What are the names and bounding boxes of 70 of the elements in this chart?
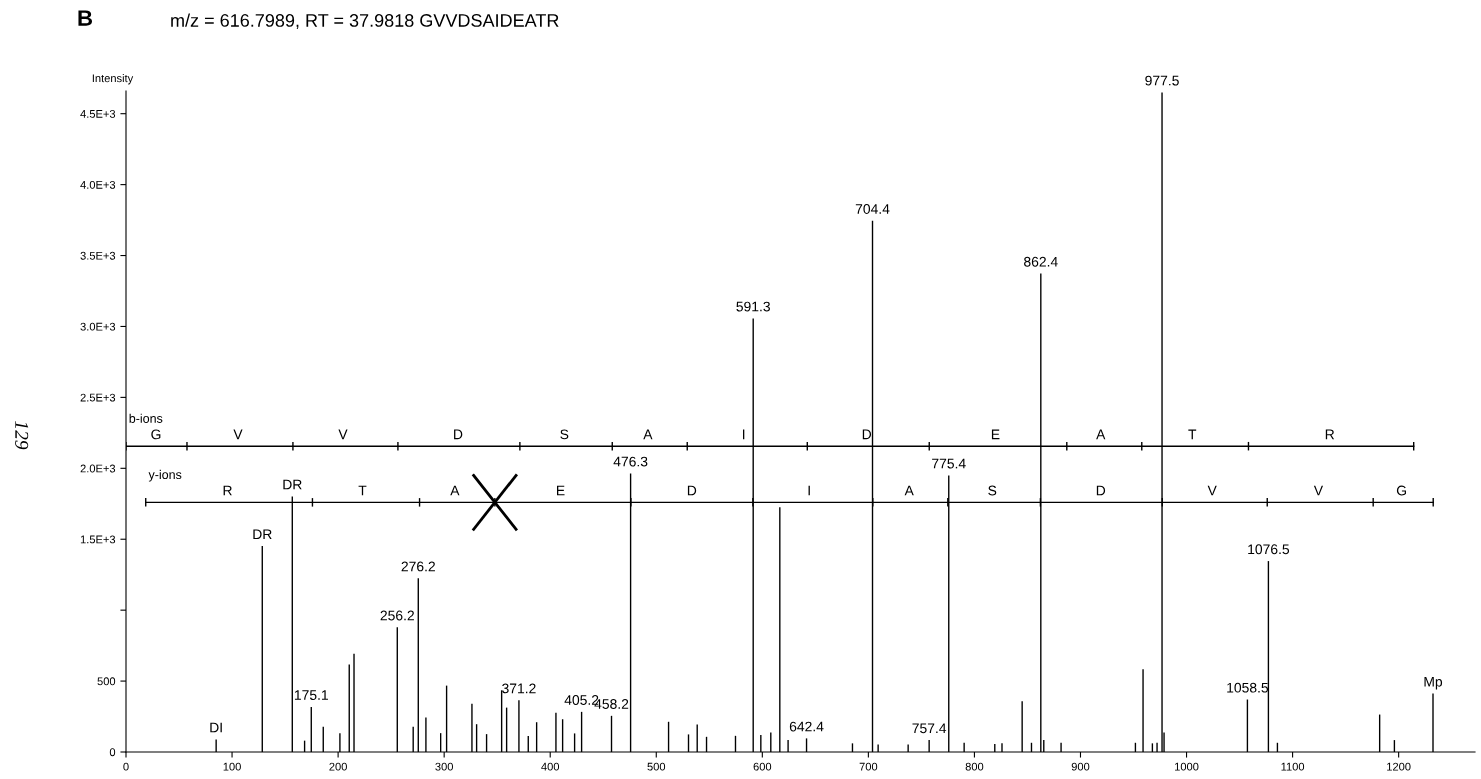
annotation: 704.4: [855, 204, 890, 214]
annotation: 476.3: [613, 456, 648, 467]
x-tick-label: 900: [1071, 762, 1090, 771]
annotation: DR: [283, 479, 302, 490]
annotation: A: [1096, 429, 1106, 440]
annotation: S: [988, 485, 997, 496]
x-tick-label: 600: [753, 762, 772, 771]
y-tick-label: 2.5E+3: [80, 393, 116, 402]
x-tick-label: 1200: [1387, 762, 1411, 771]
annotation: V: [233, 429, 243, 440]
annotation: 757.4: [912, 723, 947, 734]
annotation: E: [991, 429, 1000, 440]
text: 129: [15, 421, 29, 450]
annotation: E: [557, 485, 565, 496]
annotation: 862.4: [1024, 256, 1058, 267]
annotation: G: [151, 429, 161, 440]
annotation: 1058.5: [1227, 682, 1269, 693]
annotation: 276.2: [401, 561, 435, 572]
annotation: 256.2: [380, 610, 414, 621]
annotation: V: [1207, 485, 1217, 496]
annotation: R: [223, 485, 232, 496]
x-tick-label: 800: [965, 762, 984, 771]
y-tick-label: 4.0E+3: [80, 180, 116, 189]
annotation: Mp: [1424, 676, 1443, 690]
annotation: D: [1096, 485, 1106, 496]
annotation: V: [1313, 485, 1324, 496]
x-tick-label: 100: [223, 762, 241, 771]
annotation: 775.4: [932, 458, 966, 469]
annotation: S: [560, 429, 569, 440]
y-tick-label: 3.0E+3: [80, 322, 116, 331]
y-tick-label: 1.5E+3: [80, 535, 116, 544]
annotation: 977.5: [1145, 75, 1179, 86]
annotation: V: [338, 429, 348, 440]
x-tick-label: 300: [435, 762, 453, 771]
annotation: 1076.5: [1248, 544, 1290, 555]
y-tick-label: 4.5E+3: [80, 109, 116, 118]
annotation: T: [358, 485, 367, 496]
x-tick-label: 1000: [1175, 762, 1199, 771]
annotation: I: [743, 429, 745, 440]
x-tick-label: 0: [123, 762, 129, 771]
annotation: D: [687, 485, 697, 496]
annotation: D: [862, 429, 872, 440]
x-tick-label: 700: [859, 762, 878, 771]
y-tick-label: 3.5E+3: [80, 251, 116, 260]
x-tick-label: 400: [541, 762, 560, 771]
annotation: 591.3: [736, 301, 770, 312]
annotation: D: [454, 429, 463, 440]
annotation: 642.4: [789, 721, 824, 732]
annotation: T: [1188, 429, 1197, 440]
annotation: 371.2: [502, 683, 536, 694]
annotation: A: [450, 485, 460, 496]
chart-title: m/z = 616.7989, RT = 37.9818 GVVDSAIDEATR: [171, 13, 559, 29]
x-tick-label: 1100: [1281, 762, 1305, 771]
y-axis-title: Intensity: [92, 74, 134, 85]
y-tick-label: 2.0E+3: [80, 464, 116, 473]
annotation: DR: [253, 529, 272, 539]
y-tick-label: 500: [97, 677, 116, 686]
y-tick-label: 0: [109, 748, 116, 757]
annotation: I: [808, 485, 810, 496]
legend-label: y-ions: [148, 469, 182, 482]
x-tick-label: 500: [647, 762, 666, 771]
annotation: G: [1396, 485, 1406, 496]
annotation: A: [904, 485, 914, 496]
annotation: DI: [210, 722, 222, 733]
series-label: b-ions: [129, 413, 163, 423]
text: B: [78, 10, 93, 26]
annotation: 175.1: [294, 690, 328, 700]
x-tick-label: 200: [329, 762, 347, 771]
annotation: R: [1325, 429, 1335, 440]
annotation: A: [643, 429, 653, 440]
